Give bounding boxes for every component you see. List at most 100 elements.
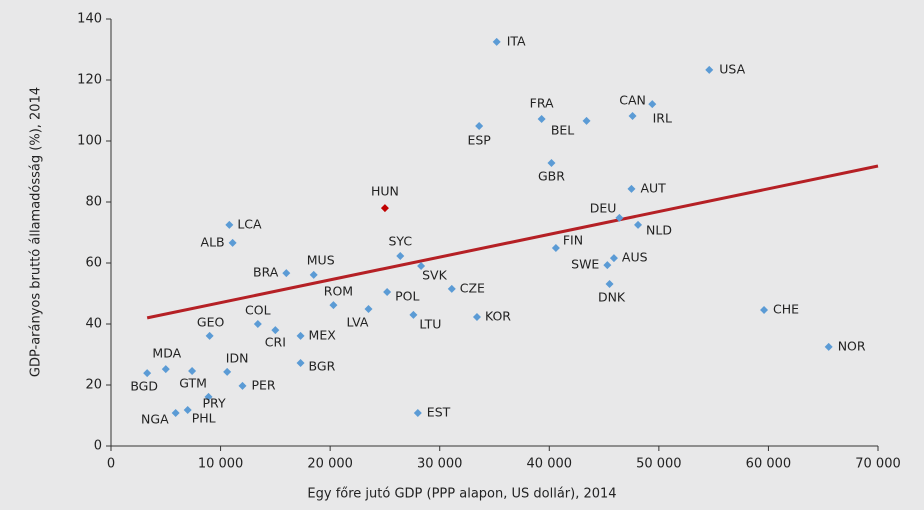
data-point <box>547 158 556 167</box>
data-point <box>627 184 636 193</box>
point-label: PRY <box>203 395 226 410</box>
data-point <box>188 366 197 375</box>
point-label: FRA <box>530 96 554 111</box>
point-label: NLD <box>646 222 672 237</box>
data-point <box>282 269 291 278</box>
point-label: GTM <box>179 375 207 390</box>
y-tick-label: 20 <box>85 378 102 393</box>
point-label: AUT <box>640 180 666 195</box>
point-label: PER <box>251 377 275 392</box>
data-point <box>296 359 305 368</box>
x-tick-label: 30 000 <box>417 457 463 472</box>
point-label: BRA <box>253 265 279 280</box>
point-label: IDN <box>226 350 249 365</box>
point-label: CRI <box>265 335 286 350</box>
point-label: MDA <box>152 346 181 361</box>
data-point <box>447 284 456 293</box>
point-label: NGA <box>141 412 169 427</box>
point-label: EST <box>427 405 451 420</box>
data-point <box>296 331 305 340</box>
data-point <box>171 409 180 418</box>
data-point <box>253 320 262 328</box>
data-point <box>329 301 338 310</box>
data-point <box>161 365 170 374</box>
point-label: ITA <box>507 33 526 48</box>
data-point <box>271 326 280 335</box>
point-label: COL <box>245 303 271 318</box>
data-point <box>183 406 192 415</box>
data-point <box>409 310 418 319</box>
y-tick-label: 140 <box>77 12 102 27</box>
data-point <box>760 305 769 314</box>
y-tick-label: 40 <box>85 317 102 332</box>
point-label: DEU <box>590 200 617 215</box>
point-label: MUS <box>307 252 335 267</box>
point-label: USA <box>719 61 745 76</box>
data-point <box>634 220 643 229</box>
data-point <box>309 270 318 279</box>
data-point <box>396 251 405 260</box>
x-axis-label: Egy főre jutó GDP (PPP alapon, US dollár… <box>307 487 616 502</box>
point-label: SYC <box>388 233 412 248</box>
point-label: GBR <box>538 168 565 183</box>
point-label: MEX <box>309 327 337 342</box>
x-tick-label: 50 000 <box>636 457 682 472</box>
data-point <box>364 305 373 314</box>
data-point <box>238 381 247 390</box>
y-tick-label: 120 <box>77 73 102 88</box>
point-label: BGR <box>309 359 336 374</box>
point-label: NOR <box>838 338 866 353</box>
x-tick-label: 0 <box>107 457 115 472</box>
x-tick-label: 10 000 <box>198 457 244 472</box>
y-axis-label: GDP-arányos bruttó államadósság (%), 201… <box>29 87 44 377</box>
data-point <box>205 331 214 340</box>
point-label: IRL <box>653 111 672 126</box>
data-point <box>603 261 612 270</box>
data-point <box>551 244 560 253</box>
point-label: LVA <box>347 315 369 330</box>
point-label: BEL <box>551 122 574 137</box>
x-tick-label: 40 000 <box>527 457 573 472</box>
data-point <box>225 220 234 229</box>
data-point <box>223 367 232 376</box>
data-point <box>383 287 392 296</box>
point-label: HUN <box>371 184 399 199</box>
point-label: ALB <box>201 234 225 249</box>
data-point <box>609 254 618 263</box>
data-point <box>628 111 637 120</box>
data-point <box>648 100 657 109</box>
point-label: POL <box>395 288 419 303</box>
x-tick-label: 70 000 <box>855 457 901 472</box>
point-label: AUS <box>622 250 648 265</box>
point-label: CHE <box>773 301 799 316</box>
x-tick-label: 60 000 <box>746 457 792 472</box>
point-label: BGD <box>130 379 158 394</box>
point-label: LTU <box>419 316 441 331</box>
y-tick-label: 80 <box>85 195 102 210</box>
y-tick-label: 0 <box>94 439 102 454</box>
point-label: GEO <box>197 314 225 329</box>
point-label: SWE <box>571 257 599 272</box>
data-point <box>492 37 501 46</box>
data-point <box>605 280 614 289</box>
point-label: ESP <box>467 133 491 148</box>
point-label: KOR <box>485 308 511 323</box>
data-point <box>475 122 484 131</box>
y-tick-label: 100 <box>77 134 102 149</box>
data-point <box>582 116 591 125</box>
data-point <box>705 65 714 74</box>
x-tick-label: 20 000 <box>307 457 353 472</box>
point-label: PHL <box>192 411 216 426</box>
point-label: LCA <box>237 216 262 231</box>
point-label: SVK <box>422 268 447 283</box>
data-point <box>615 213 624 222</box>
data-point <box>143 369 152 378</box>
point-label: FIN <box>563 233 583 248</box>
data-point <box>472 312 481 321</box>
data-point <box>537 115 546 124</box>
data-point <box>417 262 426 271</box>
point-label: DNK <box>598 290 626 305</box>
data-point <box>413 409 422 418</box>
